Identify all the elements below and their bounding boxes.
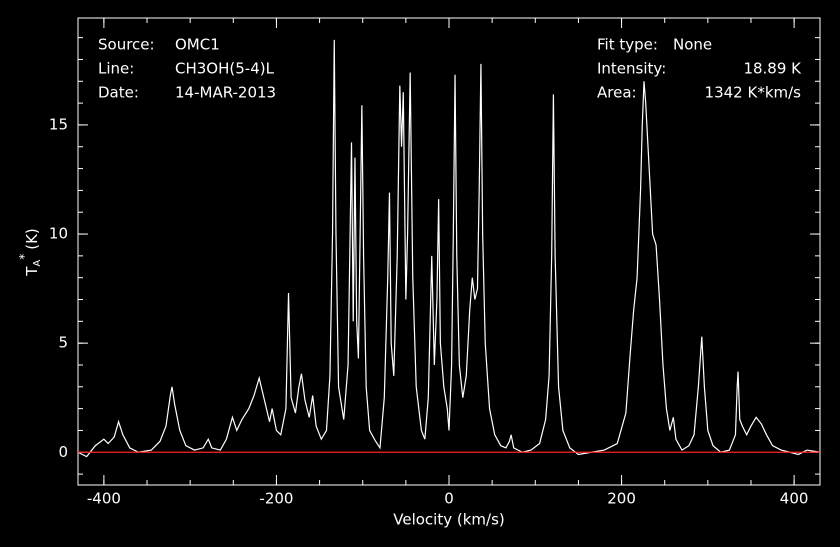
x-axis-label: Velocity (km/s) [393, 511, 504, 529]
annotation-key: Fit type: [597, 36, 658, 54]
annotation-key: Date: [98, 84, 139, 102]
annotation-value: 18.89 K [743, 60, 802, 78]
annotation-value: 1342 K*km/s [705, 84, 802, 102]
annotation-key: Intensity: [597, 60, 666, 78]
y-axis-label: TA* (K) [17, 228, 44, 277]
x-tick-label: -400 [87, 490, 121, 508]
annotation-key: Line: [98, 60, 134, 78]
spectrum-line [77, 39, 821, 458]
annotation-value: OMC1 [175, 36, 220, 54]
annotation-value: 14-MAR-2013 [175, 84, 276, 102]
y-label-sup: * [17, 254, 31, 260]
annotation-value: None [673, 36, 712, 54]
x-tick-label: -200 [259, 490, 293, 508]
y-label-unit: (K) [23, 228, 41, 250]
annotation-key: Area: [597, 84, 637, 102]
x-tick-label: 400 [780, 490, 809, 508]
y-label-base: T [23, 266, 41, 277]
y-label-sub: A [32, 260, 43, 267]
y-tick-label: 0 [58, 443, 68, 461]
x-tick-label: 0 [444, 490, 454, 508]
y-tick-label: 15 [49, 115, 68, 133]
y-tick-label: 10 [49, 225, 68, 243]
x-tick-label: 200 [607, 490, 636, 508]
y-tick-label: 5 [58, 334, 68, 352]
annotation-key: Source: [98, 36, 155, 54]
annotation-value: CH3OH(5-4)L [175, 60, 275, 78]
